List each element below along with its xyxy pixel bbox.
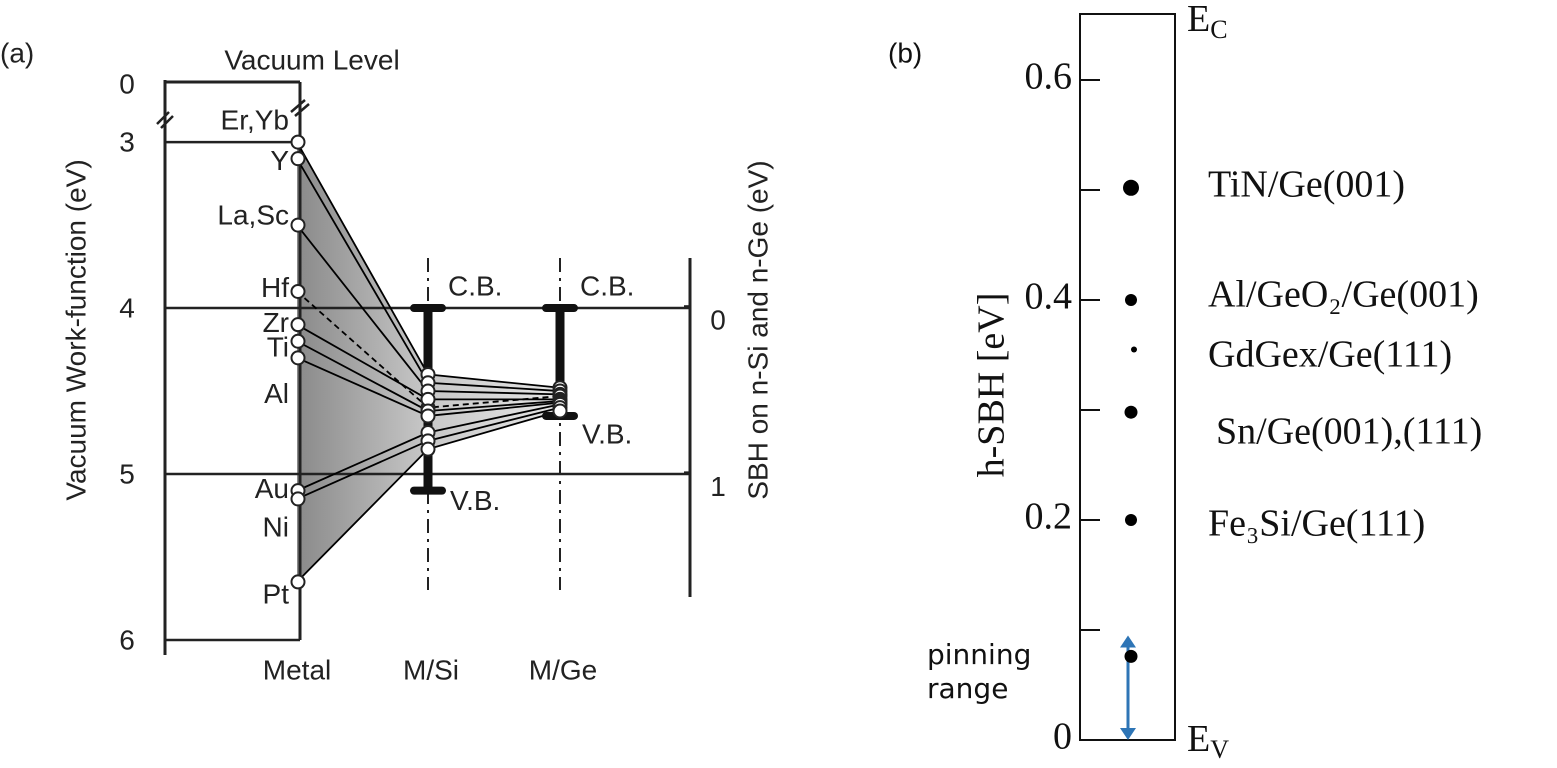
- point-label: Al/GeO₂/Ge(001): [1208, 274, 1479, 316]
- x-tick-label: M/Ge: [529, 654, 597, 685]
- metal-label: Al: [264, 378, 289, 409]
- data-point: [290, 283, 306, 299]
- x-tick-label: M/Si: [403, 654, 459, 685]
- band-edge-label-sub: V: [1210, 735, 1229, 764]
- y-axis-label: h-SBH [eV]: [971, 293, 1013, 478]
- y-tick-label: 6: [119, 624, 135, 655]
- band-edge-label-sub: C: [1210, 15, 1227, 44]
- metal-label: Pt: [263, 578, 290, 609]
- point-label: TiN/Ge(001): [1208, 164, 1405, 206]
- panel-a: (a) Vacuum Level Vacuum Work-function (e…: [0, 37, 773, 685]
- y-tick-label: 0.2: [1025, 496, 1073, 538]
- data-point: [290, 350, 306, 366]
- metal-label: Zr: [263, 307, 289, 338]
- data-point: [290, 151, 306, 167]
- data-point: [1125, 514, 1137, 526]
- y-tick-label: 0.6: [1025, 56, 1073, 98]
- band-label: V.B.: [582, 418, 632, 449]
- band-label: C.B.: [448, 270, 502, 301]
- data-point: [290, 574, 306, 590]
- y-tick-label: 0: [1053, 716, 1072, 758]
- data-point: [290, 491, 306, 507]
- point-label: Sn/Ge(001),(111): [1216, 411, 1482, 453]
- data-point: [290, 333, 306, 349]
- metal-label: Ni: [263, 511, 289, 542]
- data-point: [290, 317, 306, 333]
- data-point: [1131, 346, 1137, 353]
- data-point: [420, 408, 436, 424]
- annotation: range: [927, 672, 1008, 705]
- data-point: [1125, 294, 1137, 306]
- data-point: [290, 134, 306, 150]
- band-label: V.B.: [450, 485, 500, 516]
- point-label: GdGex/Ge(111): [1208, 334, 1452, 376]
- y-tick-label: 4: [119, 292, 135, 323]
- y-tick-label: 0: [119, 68, 135, 99]
- plot-frame: [1079, 13, 1176, 741]
- data-point: [420, 441, 436, 457]
- arrow-head: [1120, 635, 1136, 740]
- shaded-region: [297, 142, 560, 582]
- metal-label: Hf: [261, 272, 289, 303]
- band-edge-label: EV: [1187, 718, 1229, 764]
- data-point: [1123, 179, 1139, 196]
- panel-label: (a): [0, 37, 34, 68]
- metal-label: Au: [255, 473, 289, 504]
- metal-label: Y: [270, 145, 289, 176]
- band-label: C.B.: [580, 270, 634, 301]
- band-edge-label-main: E: [1187, 0, 1210, 40]
- annotation: pinning: [927, 638, 1031, 671]
- y2-tick-label: 1: [710, 471, 726, 502]
- data-point: [552, 403, 568, 419]
- metal-label: La,Sc: [217, 199, 289, 230]
- panel-b: (b) h-SBH [eV] 00.20.40.6ECEVpinningrang…: [888, 0, 1482, 764]
- y2-axis-label: SBH on n-Si and n-Ge (eV): [742, 160, 773, 499]
- y2-tick-label: 0: [710, 305, 726, 336]
- data-point: [290, 217, 306, 233]
- chart-title: Vacuum Level: [224, 44, 399, 75]
- metal-label: Ti: [267, 332, 289, 363]
- x-tick-label: Metal: [263, 654, 331, 685]
- data-point: [1124, 405, 1138, 419]
- y-axis-label: Vacuum Work-function (eV): [60, 159, 91, 500]
- band-edge-label-main: E: [1187, 718, 1210, 760]
- panel-label: (b): [888, 37, 922, 68]
- data-point: [1124, 649, 1138, 663]
- metal-label: Er,Yb: [221, 104, 289, 135]
- axis-break: [156, 99, 310, 129]
- y-tick-label: 3: [119, 126, 135, 157]
- y-tick-label: 0.4: [1025, 276, 1073, 318]
- point-label: Fe₃Si/Ge(111): [1208, 503, 1425, 545]
- y-tick-label: 5: [119, 458, 135, 489]
- band-edge-label: EC: [1187, 0, 1228, 44]
